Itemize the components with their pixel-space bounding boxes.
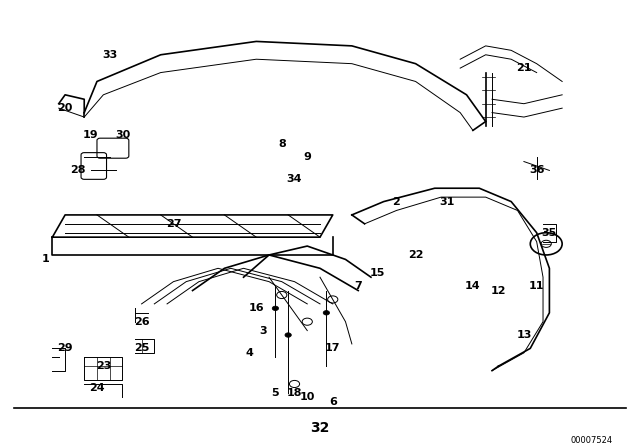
Text: 26: 26 [134,317,149,327]
Text: 3: 3 [259,326,266,336]
Text: 13: 13 [516,330,532,340]
Text: 18: 18 [287,388,302,398]
Text: 4: 4 [246,348,254,358]
Text: 5: 5 [271,388,279,398]
Text: 22: 22 [408,250,423,260]
Text: 25: 25 [134,343,149,353]
Text: 33: 33 [102,50,117,60]
Text: 9: 9 [303,152,311,162]
Text: 15: 15 [370,268,385,278]
Text: 1: 1 [42,254,50,264]
Text: 29: 29 [58,343,73,353]
Text: 35: 35 [542,228,557,238]
Text: 32: 32 [310,421,330,435]
Text: 7: 7 [355,281,362,291]
Text: 20: 20 [58,103,73,113]
Text: 8: 8 [278,139,285,149]
Text: 6: 6 [329,397,337,407]
Text: 11: 11 [529,281,545,291]
Text: 17: 17 [325,343,340,353]
Text: 19: 19 [83,130,99,140]
Text: 27: 27 [166,219,181,229]
Text: 14: 14 [465,281,481,291]
Text: 34: 34 [287,174,302,184]
Circle shape [285,333,291,337]
Text: 21: 21 [516,63,532,73]
Text: 36: 36 [529,165,545,176]
Text: 31: 31 [440,197,455,207]
Circle shape [323,310,330,315]
Text: 16: 16 [248,303,264,313]
Text: 30: 30 [115,130,130,140]
Text: 28: 28 [70,165,86,176]
Text: 2: 2 [392,197,401,207]
Text: 10: 10 [300,392,315,402]
Text: 12: 12 [491,285,506,296]
Text: 00007524: 00007524 [571,436,613,445]
Text: 24: 24 [89,383,105,393]
Text: 23: 23 [95,361,111,371]
Circle shape [272,306,278,310]
